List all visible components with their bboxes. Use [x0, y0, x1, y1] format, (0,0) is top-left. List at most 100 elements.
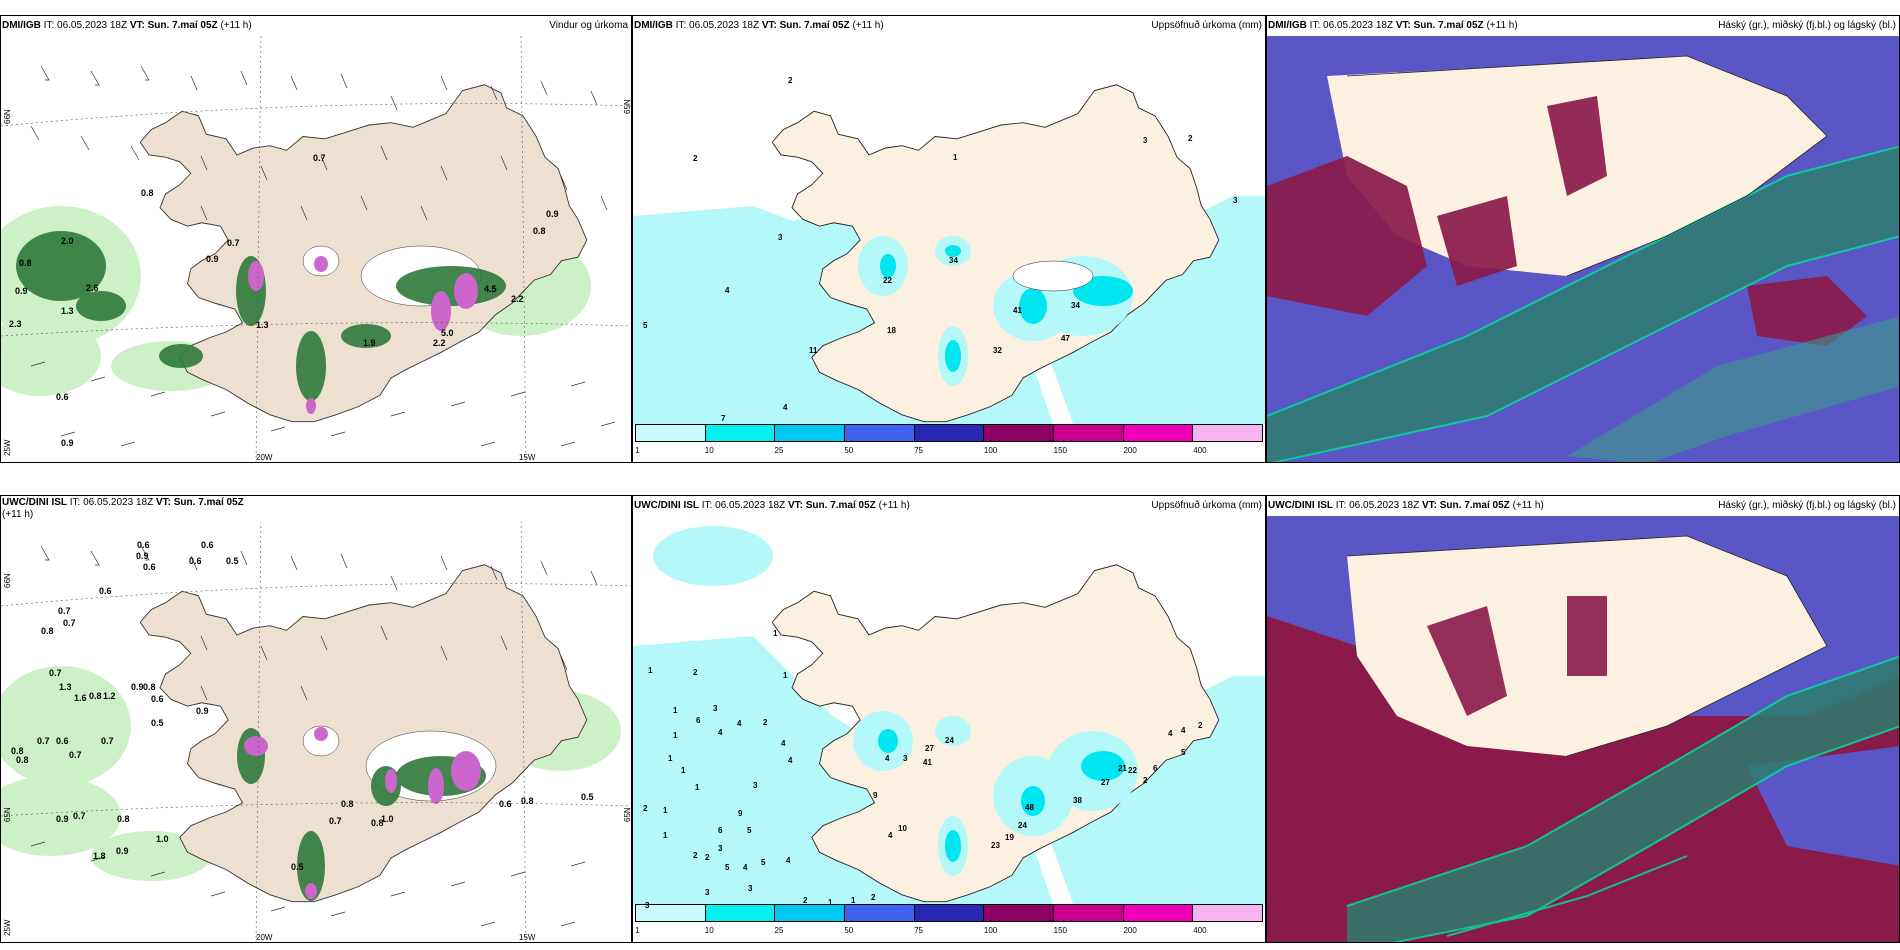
- map-value: 2: [705, 853, 710, 862]
- map-value: 0.6: [499, 799, 512, 809]
- map-value: 0.8: [521, 796, 534, 806]
- model-name: UWC/DINI ISL: [1268, 500, 1333, 511]
- precip-legend-labels: 1 10 25 50 75 100 150 200 400: [635, 446, 1263, 458]
- lead-time: (+11 h): [852, 20, 884, 31]
- map-value: 2.3: [9, 319, 22, 329]
- vt-label: VT:: [1395, 20, 1411, 31]
- map-value: 1.6: [74, 693, 87, 703]
- vt-label: VT:: [787, 500, 803, 511]
- map-value: 5.0: [441, 328, 454, 338]
- map-value: 2: [763, 718, 768, 727]
- legend-swatch: [914, 905, 985, 921]
- map-value: 1: [663, 806, 668, 815]
- legend-swatch: [636, 425, 706, 441]
- map-value: 0.8: [341, 799, 354, 809]
- map-value: 0.6: [143, 562, 156, 572]
- map-value: 1: [673, 706, 678, 715]
- product-title: Uppsöfnuð úrkoma (mm): [1151, 20, 1262, 31]
- legend-label: 1: [635, 446, 640, 455]
- map-value: 0.8: [143, 682, 156, 692]
- map-value: 4: [781, 739, 786, 748]
- map-value: 0.5: [581, 792, 594, 802]
- map-value: 0.5: [291, 862, 304, 872]
- lead-time: (+11 h): [1512, 500, 1544, 511]
- legend-label: 100: [983, 446, 998, 455]
- map-value: 0.9: [131, 682, 144, 692]
- lon-label-25: 25W: [3, 439, 12, 456]
- map-value: 6: [718, 826, 723, 835]
- it-label: IT:: [701, 500, 713, 511]
- legend-swatch: [1193, 905, 1263, 921]
- precip-legend-labels: 1 10 25 50 75 100 150 200 400: [635, 926, 1263, 938]
- model-name: DMI/IGB: [634, 20, 673, 31]
- map-value: 1: [851, 896, 856, 905]
- map-value: 0.8: [41, 626, 54, 636]
- map-value: 0.5: [226, 556, 239, 566]
- map-value: 3: [748, 884, 753, 893]
- map-value: 2: [1188, 134, 1193, 143]
- map-value: 32: [993, 346, 1002, 355]
- map-value: 27: [1101, 778, 1110, 787]
- map-value: 3: [645, 901, 650, 910]
- lon-label-15: 15W: [519, 933, 536, 942]
- legend-swatch: [636, 905, 706, 921]
- map-value: 1.0: [156, 834, 169, 844]
- map-value: 4: [888, 831, 893, 840]
- map-value: 3: [1233, 196, 1238, 205]
- map-value: 2.6: [86, 283, 99, 293]
- map-value: 1: [695, 783, 700, 792]
- map-accum-bottom: [633, 516, 1265, 904]
- legend-label: 100: [983, 926, 998, 935]
- model-name: DMI/IGB: [1268, 20, 1307, 31]
- map-value: 0.6: [137, 540, 150, 550]
- map-value: 1: [673, 731, 678, 740]
- map-value: 47: [1061, 334, 1070, 343]
- panel-header: DMI/IGB IT: 06.05.2023 18Z VT: Sun. 7.ma…: [1267, 16, 1899, 36]
- legend-swatch: [1123, 905, 1194, 921]
- legend-swatch: [775, 905, 846, 921]
- legend-label: 150: [1053, 446, 1068, 455]
- map-value: 1: [953, 153, 958, 162]
- map-value: 0.6: [56, 392, 69, 402]
- map-value: 0.7: [329, 816, 342, 826]
- vt-value: Sun. 7.maí 05Z: [147, 20, 218, 31]
- vt-label: VT:: [761, 20, 777, 31]
- map-value: 2.2: [433, 338, 446, 348]
- map-value: 0.7: [73, 811, 86, 821]
- map-value: 1.3: [59, 682, 72, 692]
- map-value: 0.9: [56, 814, 69, 824]
- map-value: 0.7: [58, 606, 71, 616]
- legend-label: 1: [635, 926, 640, 935]
- map-value: 0.8: [141, 188, 154, 198]
- map-value: 0.7: [49, 668, 62, 678]
- map-value: 1: [668, 754, 673, 763]
- map-value: 2: [788, 76, 793, 85]
- map-value: 0.5: [151, 718, 164, 728]
- it-label: IT:: [1335, 500, 1347, 511]
- product-title: Vindur og úrkoma: [549, 20, 628, 31]
- map-value: 0.9: [15, 286, 28, 296]
- legend-label: 25: [774, 446, 784, 455]
- lon-label-20: 20W: [256, 453, 273, 462]
- lat-label-66: 66N: [3, 109, 12, 124]
- map-value: 0.7: [37, 736, 50, 746]
- it-label: IT:: [43, 20, 55, 31]
- map-value: 0.9: [546, 209, 559, 219]
- map-value: 2: [803, 896, 808, 905]
- map-value: 41: [1013, 306, 1022, 315]
- it-label: IT:: [675, 20, 687, 31]
- map-value: 1.3: [256, 320, 269, 330]
- map-value: 4: [743, 863, 748, 872]
- legend-label: 400: [1193, 926, 1207, 935]
- map-value: 5: [761, 858, 766, 867]
- legend-swatch: [845, 425, 915, 441]
- map-value: 22: [883, 276, 892, 285]
- it-value: 06.05.2023 18Z: [1323, 20, 1394, 31]
- vt-value: Sun. 7.maí 05Z: [173, 497, 244, 508]
- lead-time: (+11 h): [2, 509, 34, 520]
- vt-label: VT:: [129, 20, 145, 31]
- legend-label: 400: [1193, 446, 1207, 455]
- map-value: 24: [945, 736, 954, 745]
- map-value: 0.9: [61, 438, 74, 448]
- legend-swatch: [845, 905, 915, 921]
